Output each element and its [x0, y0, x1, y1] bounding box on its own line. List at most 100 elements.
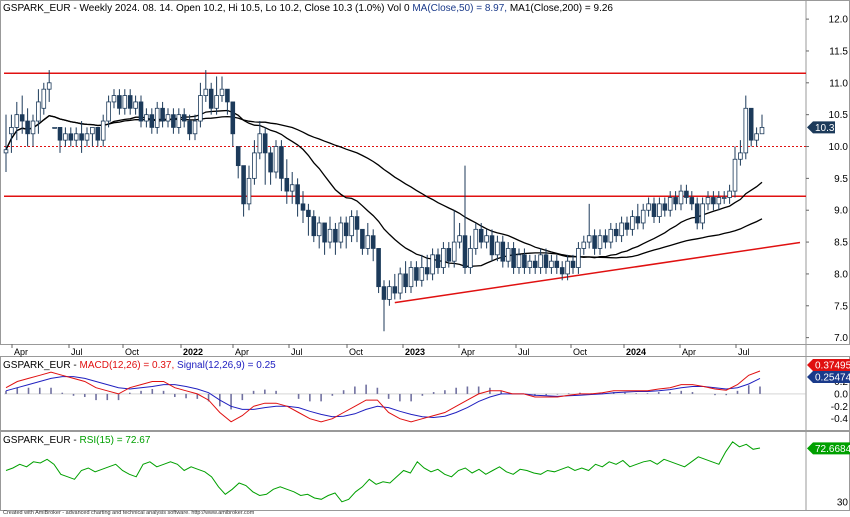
candle — [495, 235, 500, 262]
candle — [678, 184, 684, 211]
candle — [505, 242, 511, 268]
candle-body — [640, 209, 646, 224]
candle — [279, 140, 284, 192]
badge-text: 10.3 — [815, 123, 835, 134]
candle-body — [225, 88, 230, 103]
candle — [111, 89, 117, 109]
price-y-tick-label: 7.0 — [834, 333, 848, 344]
candle-body — [576, 248, 581, 268]
candle — [90, 127, 95, 147]
candle — [435, 248, 441, 274]
candle-body — [343, 222, 349, 237]
candle-body — [694, 203, 700, 224]
x-tick-label: Jul — [71, 347, 83, 357]
candle — [284, 159, 290, 204]
candle-body — [111, 95, 117, 103]
candle-body — [9, 127, 14, 135]
candle-body — [397, 273, 403, 294]
candle — [532, 254, 538, 274]
candle — [246, 165, 252, 211]
candle — [262, 127, 268, 185]
badge-shape — [807, 121, 835, 134]
candle-body — [495, 241, 500, 256]
candle-body — [338, 222, 344, 243]
candle — [613, 222, 619, 243]
candle — [30, 114, 36, 147]
candle-body — [354, 216, 360, 230]
candle — [354, 210, 360, 243]
candle — [122, 89, 128, 115]
candle — [419, 254, 425, 287]
candle — [176, 108, 182, 134]
candle-body — [527, 260, 533, 268]
candle — [95, 127, 101, 147]
candle — [252, 140, 257, 185]
candle-body — [52, 127, 57, 129]
candle — [640, 203, 646, 230]
candle — [181, 108, 187, 128]
x-tick-label: Jul — [291, 347, 303, 357]
candle — [700, 197, 705, 230]
candle-body — [424, 267, 430, 275]
price-y-tick-label: 10.5 — [829, 110, 849, 121]
candle-body — [360, 228, 365, 249]
candle — [338, 216, 344, 249]
price-y-tick-label: 11.5 — [829, 46, 848, 57]
candle-body — [738, 152, 743, 160]
candle — [748, 107, 754, 147]
candle-body — [257, 133, 263, 154]
candle — [727, 184, 732, 204]
candle — [381, 280, 387, 332]
candle-body — [462, 235, 468, 268]
candle — [235, 146, 241, 179]
candle-body — [603, 235, 608, 243]
candle — [14, 101, 20, 141]
candle-body — [19, 114, 25, 122]
candle-body — [570, 260, 576, 268]
candle — [300, 191, 306, 223]
candle-body — [63, 133, 68, 141]
candle — [473, 222, 479, 255]
x-tick-label: 2024 — [626, 347, 646, 357]
candle — [273, 140, 279, 179]
candle — [127, 89, 133, 115]
candle — [684, 184, 689, 204]
candle — [468, 235, 473, 274]
candle-body — [565, 260, 570, 275]
candle — [743, 95, 749, 160]
candle-body — [484, 235, 489, 243]
candle-body — [538, 254, 543, 268]
price-y-tick-label: 9.5 — [834, 174, 848, 185]
x-tick-label: Jul — [738, 347, 750, 357]
badge-shape — [807, 359, 850, 371]
badge-text: 0.374958 — [815, 361, 850, 372]
macd-panel-series — [4, 370, 806, 423]
candle-body — [554, 260, 560, 268]
badge-shape — [807, 442, 850, 455]
candle-body — [414, 267, 419, 281]
x-tick-label: 2023 — [405, 347, 425, 357]
candle — [84, 127, 90, 147]
candle-body — [549, 260, 554, 268]
candle — [214, 76, 219, 115]
badge-shape — [807, 371, 850, 383]
candle — [516, 248, 522, 274]
candle-body — [117, 95, 122, 109]
candle — [154, 101, 160, 134]
candle — [316, 216, 322, 249]
candle — [9, 114, 14, 153]
candle-body — [41, 88, 47, 109]
candle-body — [451, 241, 457, 262]
candle-body — [273, 146, 279, 173]
candle — [554, 254, 560, 274]
candle-body — [511, 248, 516, 268]
candle — [424, 254, 430, 281]
candle — [581, 235, 587, 255]
panel-frame — [0, 0, 850, 345]
candle-body — [311, 216, 317, 237]
candle — [705, 191, 711, 211]
candle — [511, 242, 516, 274]
candle — [241, 165, 246, 217]
